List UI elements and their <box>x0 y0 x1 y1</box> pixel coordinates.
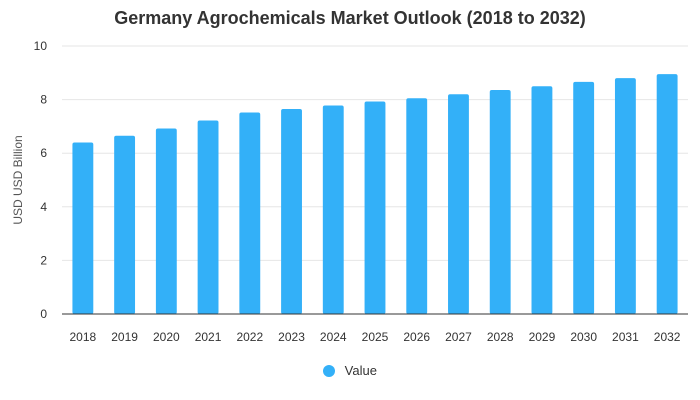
x-tick-label: 2024 <box>320 330 347 344</box>
y-tick-label: 2 <box>40 253 47 267</box>
bar-2022[interactable] <box>239 112 261 315</box>
x-tick-label: 2025 <box>362 330 389 344</box>
bar-2028[interactable] <box>489 89 511 315</box>
x-tick-label: 2018 <box>70 330 97 344</box>
bar-2029[interactable] <box>531 86 553 314</box>
bar-2032[interactable] <box>656 74 678 314</box>
x-tick-label: 2020 <box>153 330 180 344</box>
bar-2024[interactable] <box>322 105 344 314</box>
x-tick-label: 2031 <box>612 330 639 344</box>
x-tick-label: 2028 <box>487 330 514 344</box>
bar-2026[interactable] <box>406 98 428 314</box>
x-tick-label: 2023 <box>278 330 305 344</box>
bar-2031[interactable] <box>614 78 636 314</box>
y-axis-label: USD USD Billion <box>11 135 25 224</box>
bar-2030[interactable] <box>573 81 595 314</box>
legend-marker <box>323 364 336 377</box>
x-tick-label: 2027 <box>445 330 472 344</box>
x-tick-label: 2022 <box>236 330 263 344</box>
x-tick-label: 2032 <box>654 330 681 344</box>
bar-2027[interactable] <box>448 94 469 315</box>
bar-2020[interactable] <box>155 128 177 314</box>
y-tick-label: 10 <box>34 39 48 53</box>
chart-title: Germany Agrochemicals Market Outlook (20… <box>114 8 586 28</box>
y-tick-label: 6 <box>40 146 47 160</box>
y-tick-label: 0 <box>40 307 47 321</box>
bar-2018[interactable] <box>72 142 94 314</box>
y-tick-label: 4 <box>40 200 47 214</box>
x-tick-label: 2019 <box>111 330 138 344</box>
x-tick-label: 2029 <box>529 330 556 344</box>
legend-label: Value <box>344 363 377 379</box>
x-tick-label: 2030 <box>570 330 597 344</box>
bar-2021[interactable] <box>197 120 219 314</box>
legend[interactable]: Value <box>0 362 700 378</box>
bar-2023[interactable] <box>281 108 302 314</box>
x-tick-label: 2021 <box>195 330 222 344</box>
axis-layer: 0 2 4 6 8 10 2018 2019 2020 2021 2022 2023 2024 2025 2… <box>34 39 688 344</box>
x-tick-label: 2026 <box>403 330 430 344</box>
bars-layer <box>72 74 678 315</box>
bar-2025[interactable] <box>364 101 386 314</box>
y-tick-label: 8 <box>40 93 47 107</box>
bar-2019[interactable] <box>114 135 136 314</box>
